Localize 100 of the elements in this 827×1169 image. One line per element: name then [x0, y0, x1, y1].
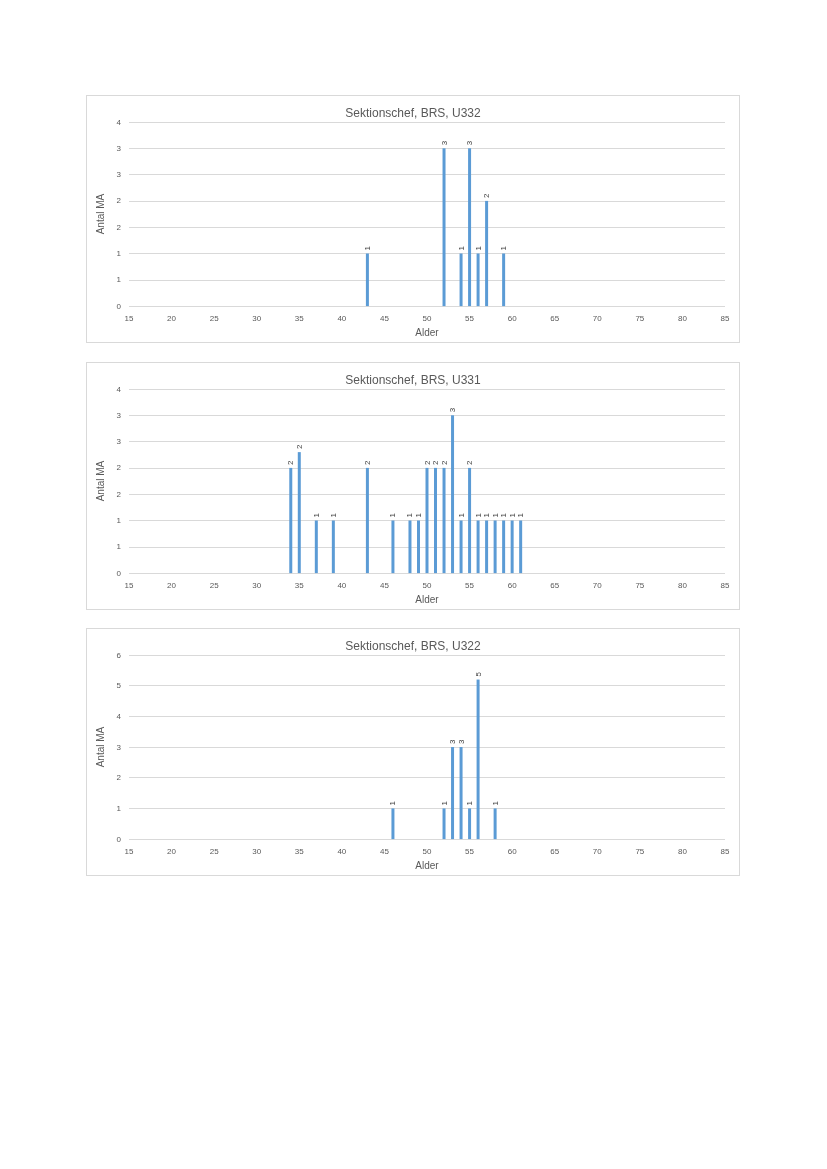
data-label: 1	[473, 512, 483, 518]
data-label: 3	[448, 739, 458, 745]
bar	[451, 415, 455, 574]
bar	[468, 467, 472, 574]
bar	[434, 467, 438, 574]
x-tick-label: 35	[294, 313, 305, 323]
data-label: 3	[456, 739, 466, 745]
data-label: 2	[431, 459, 441, 465]
data-label: 1	[473, 245, 483, 251]
y-tick-label: 2	[116, 463, 122, 473]
y-tick-label: 3	[116, 143, 122, 153]
bar	[425, 467, 429, 574]
x-tick-label: 30	[252, 580, 262, 590]
data-label: 1	[507, 512, 517, 518]
y-tick-label: 0	[116, 301, 122, 311]
data-label: 2	[482, 192, 492, 198]
x-tick-label: 80	[677, 846, 688, 856]
x-axis-title: Alder	[415, 859, 440, 871]
y-tick-label: 3	[116, 742, 122, 752]
bar	[476, 253, 480, 307]
bar	[502, 253, 506, 307]
y-tick-label: 0	[116, 834, 122, 844]
data-label: 1	[516, 512, 526, 518]
bar	[451, 747, 455, 840]
y-tick-label: 4	[116, 711, 122, 721]
x-axis-title: Alder	[415, 326, 440, 338]
bar	[408, 520, 412, 574]
x-tick-label: 40	[337, 313, 347, 323]
chart-title: Sektionschef, BRS, U322	[345, 639, 482, 653]
x-tick-label: 15	[124, 846, 134, 856]
x-tick-label: 45	[379, 313, 390, 323]
data-label: 2	[286, 459, 296, 465]
data-label: 3	[465, 140, 475, 146]
x-tick-label: 30	[252, 846, 262, 856]
x-tick-label: 50	[422, 313, 432, 323]
data-label: 1	[490, 800, 500, 806]
bar	[485, 520, 489, 574]
chart-title: Sektionschef, BRS, U331	[345, 373, 482, 387]
x-tick-label: 45	[379, 580, 390, 590]
bar	[416, 520, 420, 574]
bar	[468, 148, 472, 307]
x-tick-label: 25	[209, 313, 220, 323]
data-label: 1	[499, 245, 509, 251]
bar	[468, 808, 472, 840]
bar	[391, 808, 395, 840]
bar	[476, 520, 480, 574]
data-label: 1	[388, 512, 398, 518]
x-tick-label: 55	[465, 580, 475, 590]
bar	[365, 467, 369, 574]
x-tick-label: 20	[167, 846, 177, 856]
y-tick-label: 2	[116, 222, 122, 232]
x-tick-label: 70	[592, 580, 603, 590]
x-tick-label: 40	[337, 846, 347, 856]
x-tick-label: 30	[252, 313, 262, 323]
x-axis-title: Alder	[415, 593, 440, 605]
x-tick-label: 75	[635, 846, 645, 856]
bar	[493, 808, 497, 840]
data-label: 1	[405, 512, 415, 518]
data-label: 1	[456, 512, 466, 518]
y-tick-label: 4	[116, 384, 122, 394]
y-tick-label: 4	[116, 117, 122, 127]
bar	[510, 520, 514, 574]
bar	[459, 253, 463, 307]
bar	[459, 520, 463, 574]
y-tick-label: 3	[116, 410, 122, 420]
x-tick-label: 20	[167, 313, 177, 323]
data-label: 1	[413, 512, 423, 518]
bar	[297, 452, 301, 574]
y-tick-label: 1	[116, 803, 122, 813]
y-axis-title: Antal MA	[94, 193, 106, 235]
y-tick-label: 1	[116, 249, 122, 258]
y-tick-label: 3	[116, 170, 122, 180]
x-tick-label: 60	[507, 313, 518, 323]
bar	[459, 747, 463, 840]
data-label: 2	[439, 459, 449, 465]
bar	[331, 520, 335, 574]
bar	[442, 808, 446, 840]
x-tick-label: 45	[379, 846, 390, 856]
bar	[476, 679, 480, 840]
bar	[391, 520, 395, 574]
data-label: 1	[499, 512, 509, 518]
x-tick-label: 85	[720, 580, 730, 590]
bar	[519, 520, 523, 574]
y-tick-label: 1	[116, 542, 122, 552]
data-label: 3	[448, 407, 458, 413]
x-tick-label: 65	[550, 580, 560, 590]
chart-title: Sektionschef, BRS, U332	[345, 106, 482, 120]
bar	[485, 200, 489, 307]
x-tick-label: 55	[465, 313, 475, 323]
y-axis-title: Antal MA	[94, 726, 106, 768]
x-tick-label: 15	[124, 580, 134, 590]
data-label: 2	[362, 459, 372, 465]
bar	[502, 520, 506, 574]
x-tick-label: 85	[720, 846, 730, 856]
x-tick-label: 60	[507, 580, 518, 590]
data-label: 1	[490, 512, 500, 518]
x-tick-label: 35	[294, 580, 305, 590]
bar	[314, 520, 318, 574]
x-tick-label: 65	[550, 846, 560, 856]
bar	[493, 520, 497, 574]
